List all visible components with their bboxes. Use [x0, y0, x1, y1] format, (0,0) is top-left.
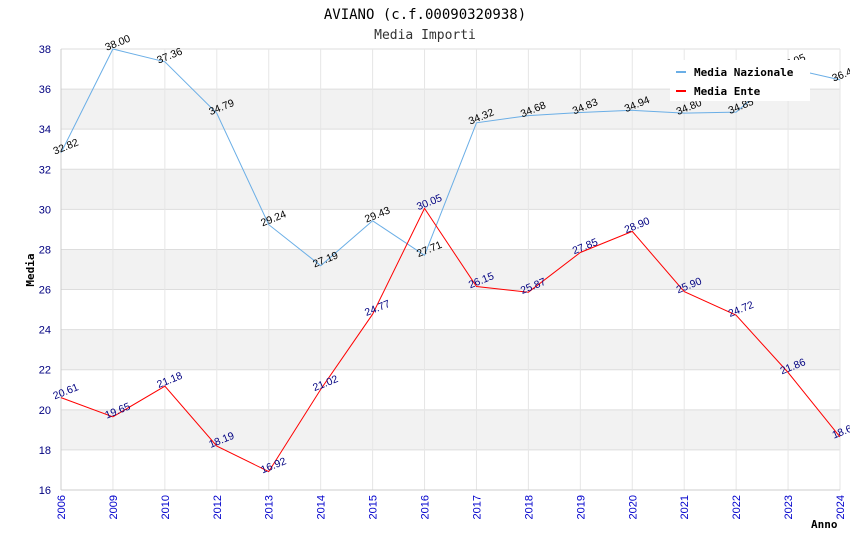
x-tick-label: 2015 [368, 495, 380, 519]
x-tick-label: 2010 [160, 495, 172, 519]
x-axis: 2006 2009 2010 2012 2013 2014 2015 2016 2017 2018… [56, 495, 847, 519]
x-tick-label: 2014 [316, 495, 328, 519]
y-tick-label: 20 [39, 405, 51, 417]
legend: Media Nazionale Media Ente [670, 60, 810, 101]
y-tick-label: 16 [39, 485, 51, 497]
y-tick-label: 38 [39, 44, 51, 56]
x-tick-label: 2024 [835, 495, 847, 519]
y-tick-label: 32 [39, 164, 51, 176]
y-tick-label: 24 [39, 325, 51, 337]
x-tick-label: 2023 [783, 495, 795, 519]
plot-band [61, 249, 840, 290]
x-tick-label: 2013 [264, 495, 276, 519]
x-tick-label: 2009 [108, 495, 120, 519]
series-lines [60, 48, 841, 473]
y-tick-label: 26 [39, 285, 51, 297]
y-axis: 16 18 20 22 24 26 28 30 32 34 36 38 [39, 44, 51, 497]
plot-band [61, 209, 840, 250]
x-tick-label: 2021 [679, 495, 691, 519]
x-tick-label: 2006 [56, 495, 68, 519]
y-tick-label: 22 [39, 365, 51, 377]
legend-entry: Media Nazionale [694, 66, 794, 79]
chart-title: AVIANO (c.f.00090320938) [324, 7, 526, 23]
x-tick-label: 2012 [212, 495, 224, 519]
x-tick-label: 2016 [420, 495, 432, 519]
x-tick-label: 2022 [731, 495, 743, 519]
legend-entry: Media Ente [694, 85, 761, 98]
plot-band [61, 409, 840, 450]
x-tick-label: 2017 [471, 495, 483, 519]
plot-band [61, 369, 840, 410]
y-tick-label: 18 [39, 445, 51, 457]
plot-band [61, 129, 840, 170]
plot-band [61, 449, 840, 490]
series-line-media-ente [60, 207, 841, 473]
y-tick-label: 34 [39, 124, 51, 136]
x-tick-label: 2018 [523, 495, 535, 519]
plot-band [61, 329, 840, 370]
legend-box [670, 60, 810, 101]
x-tick-label: 2019 [575, 495, 587, 519]
x-tick-label: 2020 [627, 495, 639, 519]
y-tick-label: 30 [39, 204, 51, 216]
y-tick-label: 36 [39, 84, 51, 96]
x-axis-title: Anno [811, 518, 838, 531]
chart-subtitle: Media Importi [374, 28, 476, 43]
plot-band [61, 289, 840, 330]
y-tick-label: 28 [39, 244, 51, 256]
series-line-media-nazionale [60, 48, 841, 267]
plot-background [61, 49, 840, 490]
y-axis-title: Media [24, 253, 37, 286]
